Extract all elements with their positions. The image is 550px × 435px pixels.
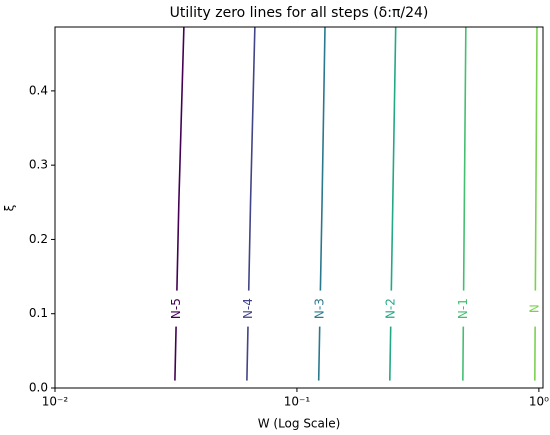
y-tick-label: 0.0	[29, 381, 48, 395]
contour-line	[246, 26, 256, 381]
contour-line	[462, 26, 467, 381]
label-gap	[170, 290, 183, 327]
contour-line	[534, 26, 538, 381]
y-axis-label: ξ	[3, 205, 17, 212]
y-tick-label: 0.4	[29, 83, 48, 97]
y-tick-label: 0.3	[29, 158, 48, 172]
contour-label: N-3	[313, 298, 327, 319]
x-tick-label: 10⁻¹	[284, 395, 311, 409]
label-gap	[457, 290, 470, 327]
label-gap	[529, 290, 542, 327]
contour-label: N-2	[384, 298, 398, 319]
y-tick-label: 0.1	[29, 306, 48, 320]
contour-line	[317, 26, 326, 381]
x-axis-label: W (Log Scale)	[258, 417, 341, 431]
contour-label: N-1	[456, 298, 470, 319]
contour-label: N-5	[169, 298, 183, 319]
plot-frame	[54, 26, 544, 389]
label-gap	[314, 290, 327, 327]
contour-line	[389, 26, 397, 381]
contour-label: N-4	[241, 298, 255, 319]
label-gap	[242, 290, 255, 327]
x-tick-label: 10⁰	[529, 395, 549, 409]
x-tick-label: 10⁻²	[42, 395, 69, 409]
contour-label: N	[528, 304, 542, 313]
y-tick-label: 0.2	[29, 232, 48, 246]
contour-line	[174, 26, 185, 381]
chart-title: Utility zero lines for all steps (δ:π/24…	[170, 5, 429, 21]
label-gap	[385, 290, 398, 327]
